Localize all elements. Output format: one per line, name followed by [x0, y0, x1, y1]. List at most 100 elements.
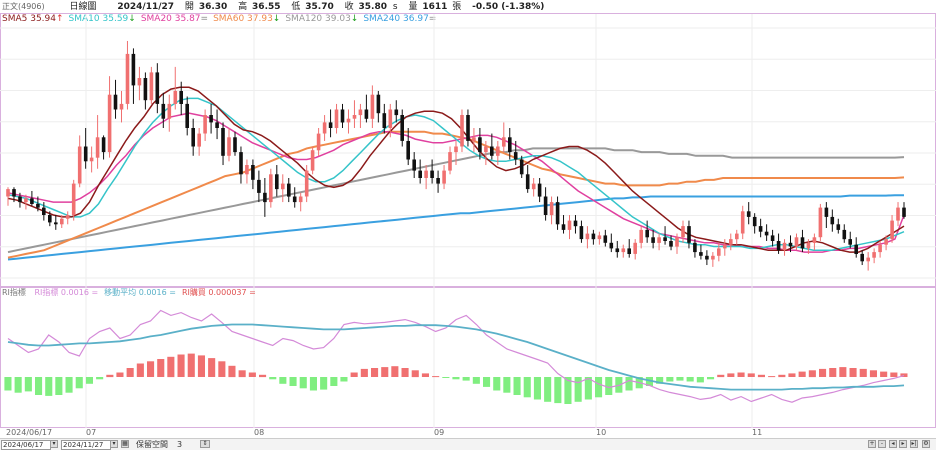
- indicator-histogram-bar: [269, 377, 277, 380]
- indicator-histogram-bar: [259, 374, 267, 378]
- interval-spinner-icon[interactable]: ⇕: [200, 440, 210, 448]
- indicator-histogram-bar: [645, 377, 653, 386]
- candle-body: [36, 203, 40, 208]
- indicator-histogram-bar: [228, 365, 236, 378]
- candle-body: [418, 170, 422, 178]
- indicator-histogram-bar: [605, 377, 613, 395]
- end-date-dropdown-icon[interactable]: ▾: [110, 440, 118, 448]
- candle-body: [334, 109, 339, 128]
- candle-body: [6, 189, 10, 197]
- zoom-out-icon[interactable]: -: [878, 440, 886, 448]
- candle-body: [603, 235, 608, 243]
- sma-arrow-icon: ↓: [272, 14, 281, 24]
- candle-body: [543, 196, 548, 215]
- candle-body: [752, 216, 757, 227]
- candle-body: [573, 220, 578, 227]
- candle-body: [245, 165, 249, 175]
- sma-legend-label: SMA10: [68, 14, 100, 24]
- candle-body: [227, 137, 231, 156]
- sma-line-sma60: [7, 130, 905, 259]
- candle-body: [508, 137, 512, 153]
- indicator-histogram-bar: [656, 377, 664, 384]
- indicator-histogram-bar: [279, 377, 287, 384]
- zoom-in-icon[interactable]: +: [868, 440, 876, 448]
- candle-body: [48, 215, 52, 223]
- candle-body: [310, 150, 315, 171]
- candle-body: [645, 229, 649, 238]
- candle-body: [54, 222, 58, 225]
- candle-body: [585, 233, 590, 240]
- candle-body: [143, 78, 148, 101]
- change-value: -0.50 (-1.38%): [472, 2, 545, 12]
- calendar-icon[interactable]: ▦: [121, 440, 129, 448]
- candle-body: [263, 192, 267, 203]
- candle-body: [478, 137, 482, 153]
- candle-body: [95, 137, 100, 158]
- indicator-histogram-bar: [45, 377, 53, 396]
- indicator-histogram-bar: [788, 373, 796, 377]
- scroll-left-icon[interactable]: ◂: [889, 440, 897, 448]
- candle-body: [782, 242, 787, 251]
- scroll-right-icon[interactable]: ▸: [899, 440, 907, 448]
- candle-body: [896, 207, 900, 221]
- candle-body: [776, 241, 781, 251]
- interval-label: 保留空間: [136, 440, 168, 449]
- candle-body: [376, 94, 381, 114]
- indicator-histogram-bar: [147, 361, 155, 377]
- indicator-histogram-bar: [717, 374, 725, 378]
- indicator-histogram-bar: [493, 377, 501, 391]
- start-date-dropdown-icon[interactable]: ▾: [50, 440, 58, 448]
- indicator-histogram-bar: [391, 366, 399, 377]
- indicator-histogram-bar: [798, 371, 806, 377]
- indicator-histogram-bar: [340, 377, 348, 382]
- candle-body: [83, 146, 88, 162]
- candle-body: [860, 253, 864, 262]
- candle-body: [651, 237, 655, 243]
- candle-body: [257, 179, 261, 193]
- scroll-end-icon[interactable]: ▸|: [910, 440, 918, 448]
- candle-body: [806, 242, 811, 249]
- sma-arrow-icon: ↓: [350, 14, 359, 24]
- candle-body: [155, 72, 160, 104]
- indicator-histogram-bar: [452, 377, 460, 380]
- candle-body: [221, 128, 225, 156]
- sma-arrow-icon: ↓: [128, 14, 136, 24]
- sma-legend-item: SMA10 35.59↓: [69, 14, 136, 24]
- candle-body: [705, 255, 709, 260]
- candle-body: [18, 196, 22, 203]
- candle-body: [884, 239, 888, 245]
- settings-icon[interactable]: ⚙: [922, 440, 930, 448]
- sma-legend-value: 35.94: [30, 14, 56, 24]
- candle-body: [639, 229, 643, 243]
- candle-body: [119, 103, 124, 110]
- candle-body: [239, 152, 243, 175]
- indicator-histogram-bar: [157, 359, 165, 377]
- indicator-histogram-bar: [299, 377, 307, 389]
- candle-body: [269, 174, 273, 203]
- candle-body: [113, 94, 118, 110]
- open-value: 36.30: [198, 2, 228, 12]
- candle-body: [454, 146, 458, 153]
- indicator-histogram-bar: [106, 374, 114, 378]
- candle-body: [179, 91, 183, 104]
- indicator-histogram-bar: [676, 377, 684, 381]
- sma-legend-label: SMA120: [285, 14, 326, 24]
- indicator-histogram-bar: [177, 354, 185, 377]
- indicator-histogram-bar: [381, 367, 389, 377]
- candle-body: [466, 115, 470, 141]
- candle-body: [149, 72, 154, 101]
- candle-body: [292, 196, 297, 203]
- candle-body: [621, 248, 626, 253]
- candle-body: [71, 183, 76, 216]
- candle-body: [12, 189, 16, 197]
- candle-body: [902, 207, 906, 217]
- indicator-histogram-bar: [869, 370, 877, 378]
- indicator-histogram-bar: [849, 368, 857, 377]
- candle-body: [633, 242, 637, 254]
- candle-body: [615, 248, 620, 253]
- candle-body: [729, 239, 733, 245]
- interval-value[interactable]: 3: [177, 440, 183, 449]
- candle-body: [316, 133, 321, 151]
- indicator-histogram-bar: [472, 377, 480, 384]
